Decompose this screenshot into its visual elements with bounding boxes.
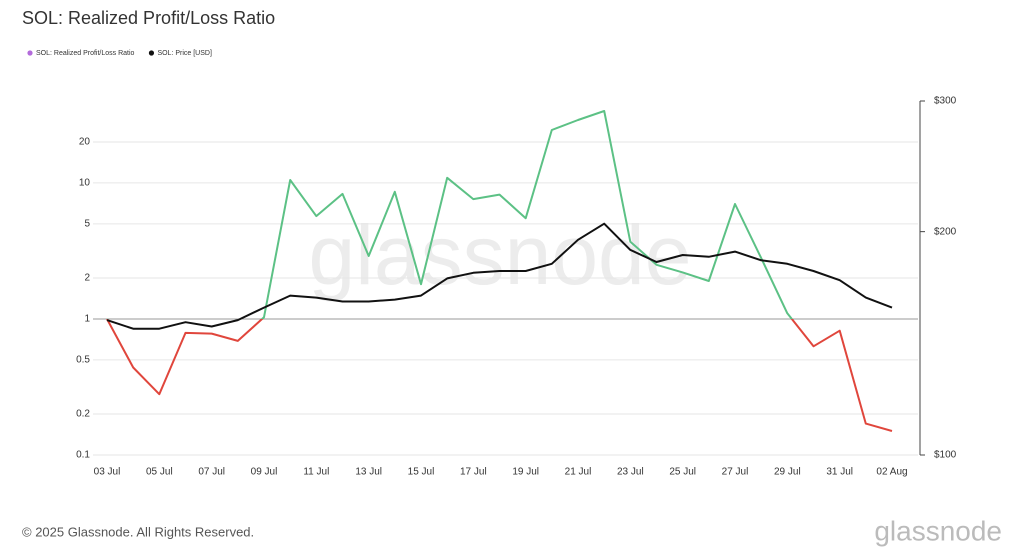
x-tick-label: 23 Jul: [617, 467, 644, 478]
legend-label: SOL: Price [USD]: [157, 50, 212, 57]
series-line: [106, 222, 893, 330]
series-line: [106, 110, 893, 432]
x-tick-label: 09 Jul: [251, 467, 278, 478]
footer: © 2025 Glassnode. All Rights Reserved.: [22, 524, 254, 539]
x-tick-label: 11 Jul: [303, 467, 329, 478]
x-tick-label: 19 Jul: [512, 467, 539, 478]
legend-marker: [27, 50, 33, 56]
y-tick-label: 0.2: [76, 409, 90, 420]
x-tick-label: 02 Aug: [876, 467, 907, 478]
x-tick-label: 07 Jul: [198, 467, 225, 478]
x-tick-label: 21 Jul: [565, 467, 592, 478]
x-tick-label: 25 Jul: [669, 467, 696, 478]
x-tick-label: 27 Jul: [722, 467, 749, 478]
y-tick-label: 20: [79, 137, 91, 148]
watermark: glassnode: [309, 208, 692, 302]
y-tick-label: 1: [84, 314, 90, 325]
y-tick-label: 0.5: [76, 355, 90, 366]
y-tick-label: 10: [79, 178, 91, 189]
x-tick-label: 17 Jul: [460, 467, 487, 478]
legend-label: SOL: Realized Profit/Loss Ratio: [36, 50, 135, 57]
x-tick-label: 29 Jul: [774, 467, 801, 478]
x-tick-label: 05 Jul: [146, 467, 173, 478]
y-tick-label: 2: [84, 273, 90, 284]
x-tick-label: 31 Jul: [826, 467, 853, 478]
y2-tick-label: $200: [934, 226, 957, 237]
chart-title: SOL: Realized Profit/Loss Ratio: [22, 8, 275, 28]
x-tick-label: 15 Jul: [408, 467, 435, 478]
x-tick-label: 03 Jul: [94, 467, 121, 478]
legend-marker: [148, 50, 155, 56]
y2-tick-label: $100: [934, 450, 957, 461]
x-tick-label: 13 Jul: [355, 467, 382, 478]
y-tick-label: 0.1: [76, 450, 90, 461]
y-tick-label: 5: [84, 219, 90, 230]
y2-tick-label: $300: [934, 96, 957, 107]
logo: glassnode: [874, 515, 1002, 546]
